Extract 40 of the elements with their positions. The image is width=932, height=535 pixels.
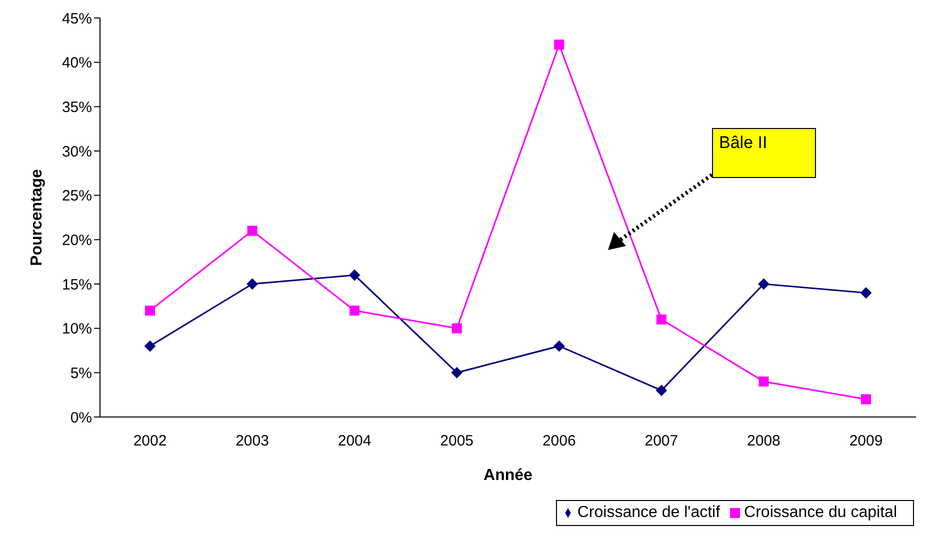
y-tick-label: 40% [62, 54, 92, 72]
y-tick-label: 25% [62, 188, 92, 205]
x-tick-label: 2005 [440, 432, 474, 450]
y-tick-label: 15% [62, 276, 92, 294]
x-tick-label: 2006 [542, 432, 576, 450]
point [145, 306, 155, 316]
point [656, 384, 667, 396]
y-tick-label: 45% [62, 10, 92, 28]
note-box: Bâle II [712, 128, 816, 178]
legend-label: Croissance du capital [744, 504, 897, 521]
point [452, 323, 462, 334]
x-tick-label: 2009 [849, 432, 883, 450]
y-tick-label: 20% [62, 232, 92, 249]
point [350, 306, 360, 316]
point [349, 270, 360, 281]
point [554, 340, 565, 352]
x-tick-label: 2004 [338, 432, 372, 450]
point [144, 340, 156, 352]
point [451, 367, 462, 378]
y-axis-title: Pourcentage [28, 168, 46, 266]
point [246, 278, 258, 290]
y-tick-label: 10% [62, 320, 92, 338]
point [554, 40, 564, 50]
x-tick-label: 2007 [644, 432, 678, 450]
point [758, 278, 770, 290]
x-axis-title: Année [484, 467, 533, 484]
x-tick-label: 2008 [747, 432, 780, 450]
point [247, 226, 258, 236]
point [758, 376, 769, 387]
point [860, 287, 872, 298]
x-tick-label: 2002 [133, 432, 167, 450]
x-tick-label: 2003 [236, 432, 269, 450]
legend-label: Croissance de l'actif [577, 504, 720, 521]
annotation: Bâle II [719, 133, 768, 152]
y-tick-label: 0% [70, 409, 92, 426]
y-tick-label: 35% [62, 98, 92, 116]
point [861, 394, 871, 404]
y-tick-label: 30% [62, 143, 92, 160]
y-tick-label: 5% [70, 364, 92, 382]
point [656, 314, 666, 324]
